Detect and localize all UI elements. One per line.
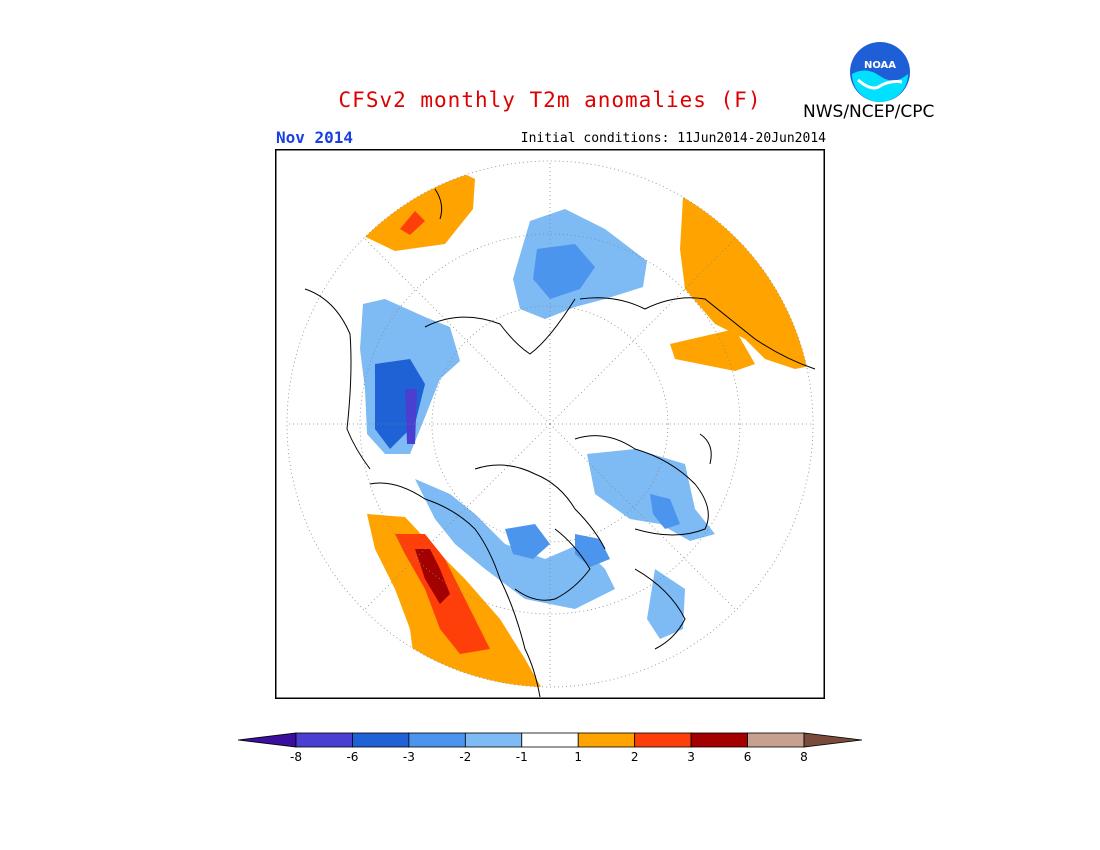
- colorbar-bin: [295, 732, 353, 748]
- colorbar-bin: [408, 732, 466, 748]
- colorbar-tick-label: 6: [744, 750, 752, 764]
- colorbar-tick-label: 1: [574, 750, 582, 764]
- colorbar-tick-label: -3: [403, 750, 415, 764]
- graticule: [286, 160, 814, 688]
- chart-title: CFSv2 monthly T2m anomalies (F): [338, 88, 762, 112]
- colorbar-bin: [352, 732, 410, 748]
- noaa-logo-text: NOAA: [864, 60, 896, 71]
- colorbar-tick-label: 2: [631, 750, 639, 764]
- colorbar-tick-label: 3: [687, 750, 695, 764]
- anomaly-shading: [353, 167, 813, 687]
- anomaly-map: [275, 149, 825, 699]
- colorbar-legend: -8 -6 -3 -2 -1 1 2 3 6 8: [238, 732, 862, 764]
- colorbar-bin: [464, 732, 523, 748]
- colorbar-tick-label: -1: [516, 750, 528, 764]
- warm-region-north-africa: [680, 197, 813, 369]
- cool-region-eastern-canada: [415, 479, 615, 609]
- colorbar-arrow-high: [803, 732, 862, 748]
- colorbar-tick-label: -6: [346, 750, 358, 764]
- very-hot-core-western-north-america: [415, 549, 450, 604]
- colorbar-bin: [521, 732, 579, 748]
- colorbar-bin: [634, 732, 692, 748]
- colorbar-bin: [690, 732, 748, 748]
- hot-core-north-pacific: [400, 211, 425, 235]
- agency-label: NWS/NCEP/CPC: [803, 102, 935, 122]
- forecast-month-label: Nov 2014: [276, 128, 354, 147]
- warm-region-north-pacific: [353, 167, 475, 251]
- colorbar-tick-label: -8: [290, 750, 302, 764]
- colorbar-arrow-low: [238, 732, 297, 748]
- colorbar-bin: [577, 732, 636, 748]
- initial-conditions-label: Initial conditions: 11Jun2014-20Jun2014: [520, 131, 826, 146]
- map-frame-border: [275, 149, 825, 699]
- colorbar-tick-label: -2: [459, 750, 471, 764]
- coastlines: [304, 188, 816, 698]
- noaa-logo: NOAA: [850, 42, 910, 102]
- colorbar-bin: [747, 732, 805, 748]
- colorbar-tick-label: 8: [800, 750, 808, 764]
